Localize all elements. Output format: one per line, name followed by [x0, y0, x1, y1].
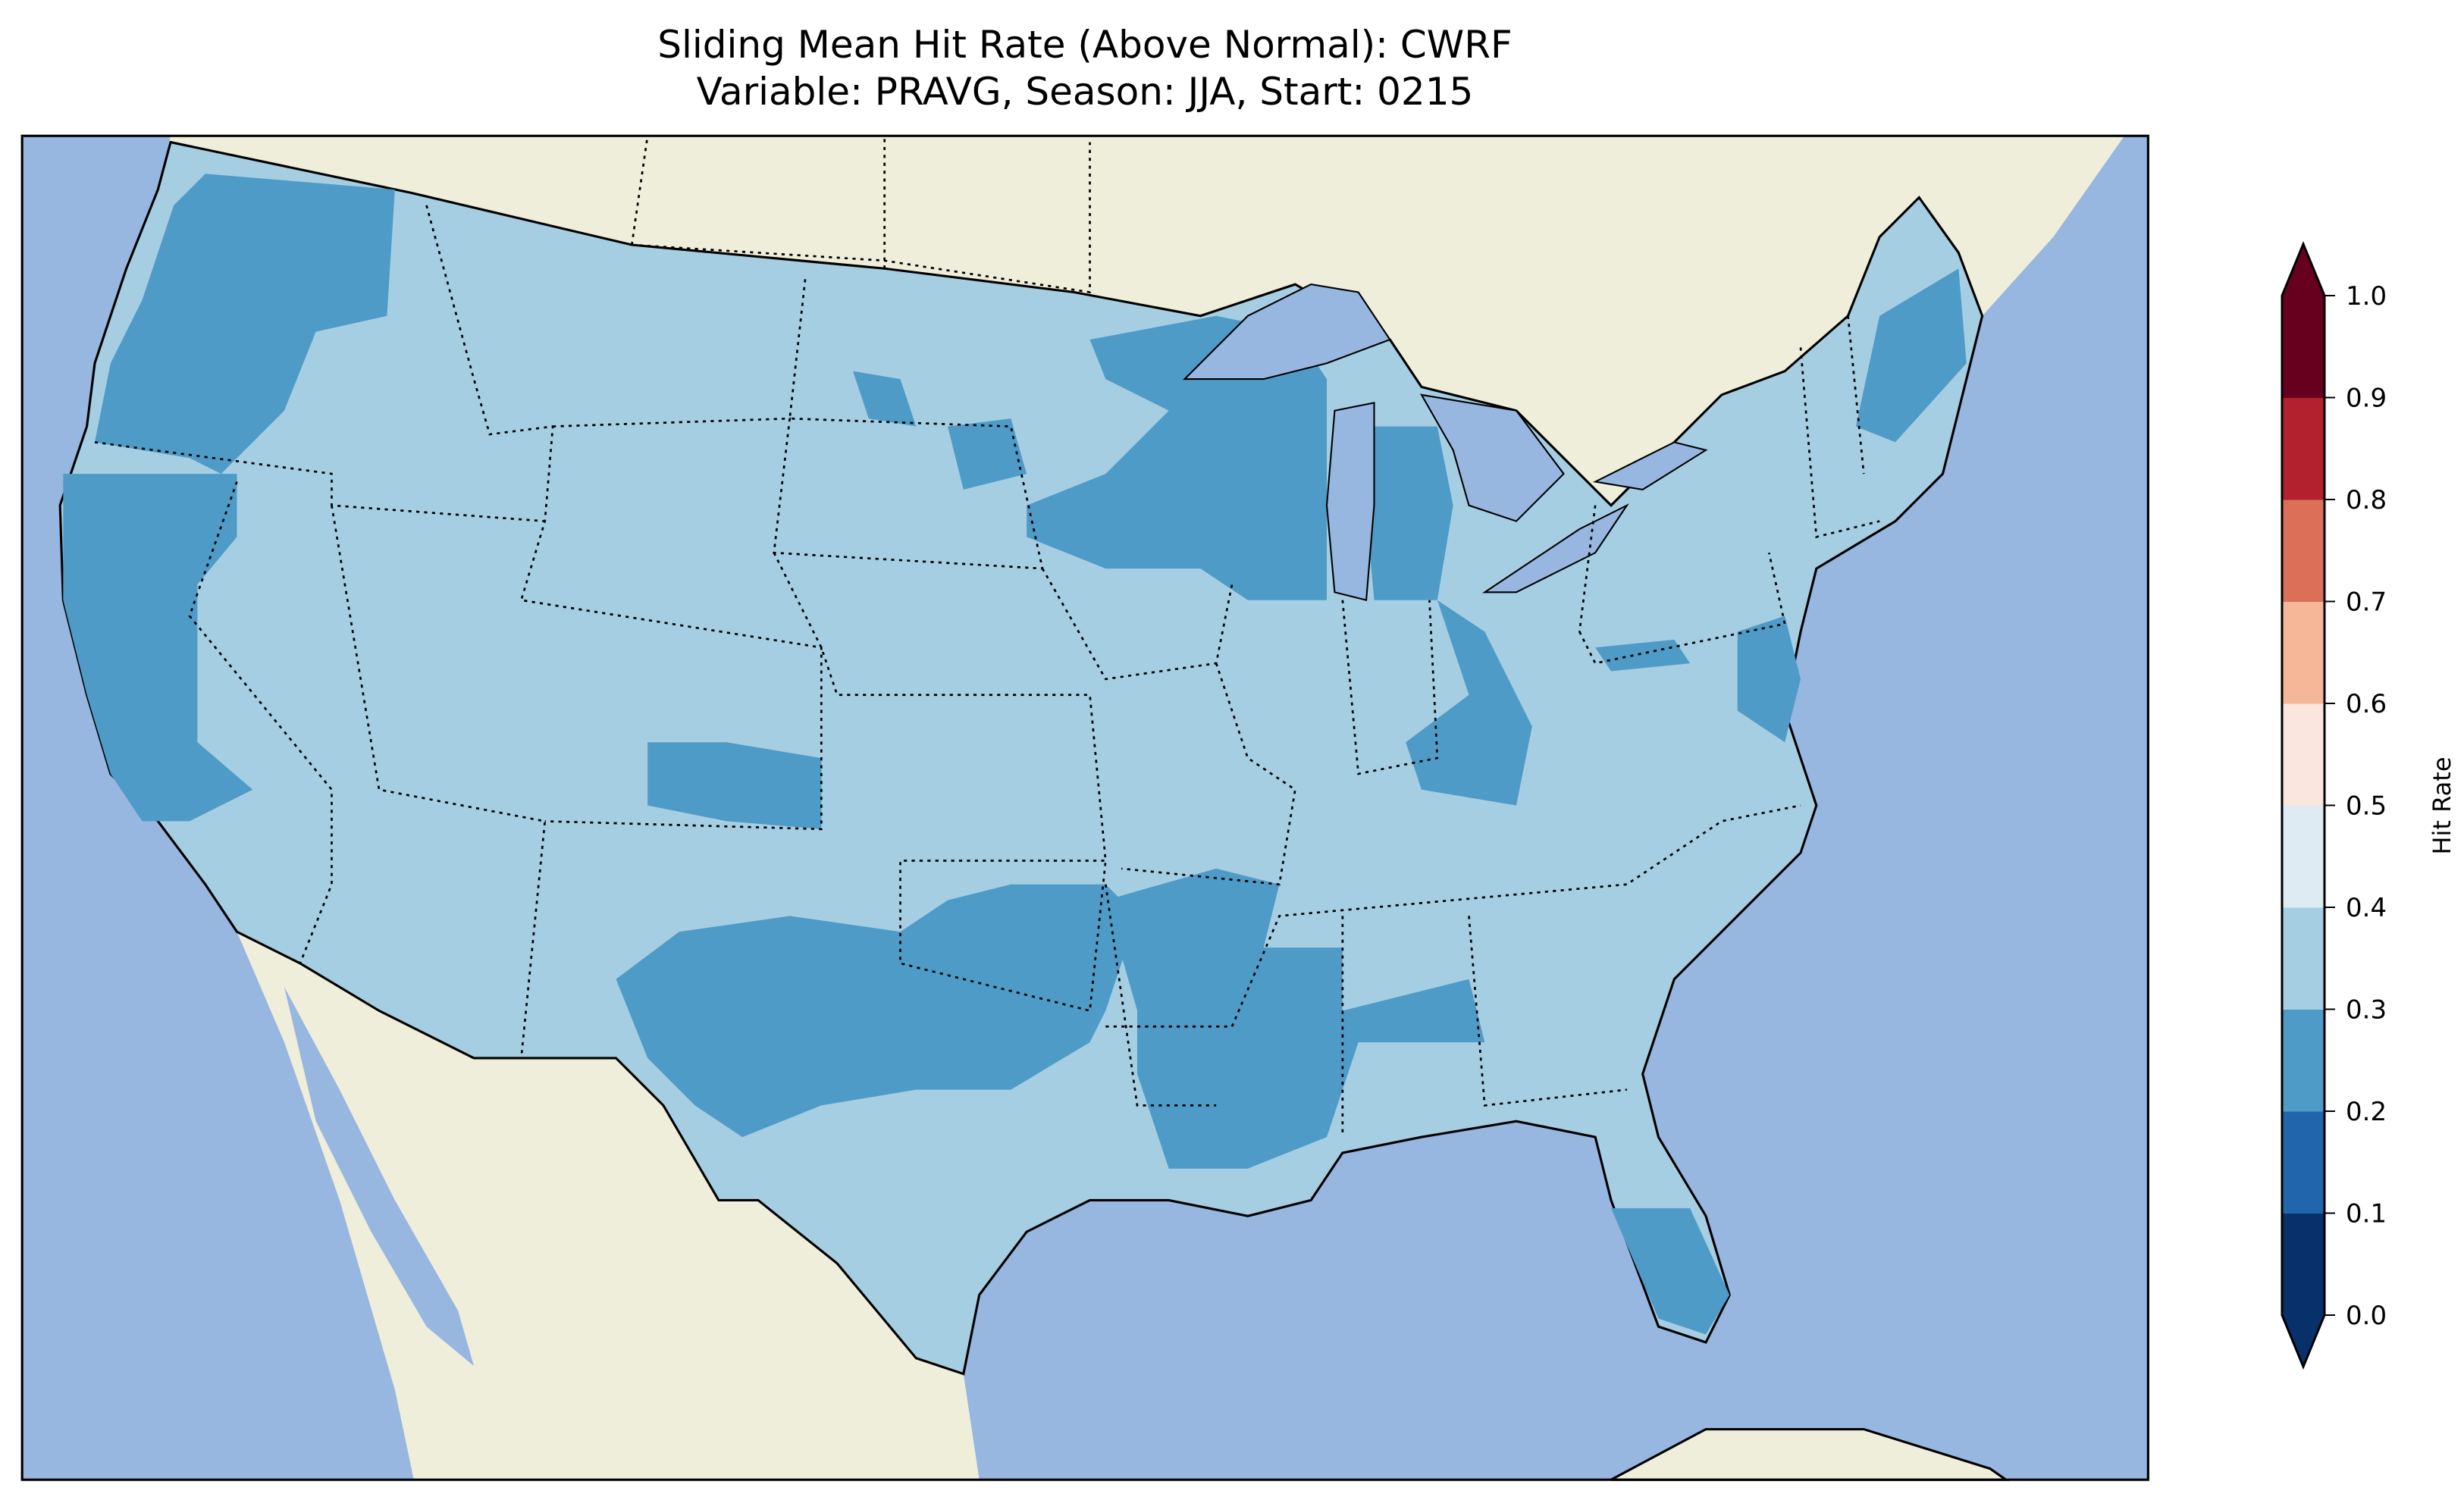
- map-frame: [20, 134, 2149, 1481]
- region-michigan: [1358, 426, 1453, 600]
- colorbar-segment: [2282, 1111, 2324, 1214]
- colorbar-extend-min: [2282, 1315, 2324, 1367]
- colorbar-segment: [2282, 296, 2324, 398]
- state-borders: [94, 136, 1880, 1138]
- region-colorado: [647, 742, 822, 829]
- colorbar-tick-label: 0.7: [2346, 587, 2387, 618]
- colorbar-segment: [2282, 1009, 2324, 1112]
- region-lower-mississippi: [1105, 868, 1485, 1169]
- colorbar-extend-max: [2282, 244, 2324, 296]
- colorbar-segment: [2282, 703, 2324, 806]
- region-florida: [1611, 1207, 1730, 1335]
- colorbar-tick-label: 0.0: [2346, 1301, 2387, 1331]
- region-pacific-northwest: [95, 174, 395, 475]
- lake-superior: [1182, 283, 1391, 381]
- low-hit-rate-regions: [63, 174, 1967, 1335]
- colorbar-tick-label: 0.1: [2346, 1199, 2387, 1229]
- colorbar-label: Hit Rate: [2428, 756, 2456, 854]
- colorbar-segment: [2282, 907, 2324, 1010]
- colorbar-segments: [2281, 241, 2326, 1370]
- region-maine: [1855, 268, 1967, 443]
- colorbar-segment: [2282, 805, 2324, 908]
- title-line-2: Variable: PRAVG, Season: JJA, Start: 021…: [696, 70, 1474, 114]
- lake-erie: [1481, 503, 1629, 594]
- colorbar-ticks: 0.0 0.1 0.2 0.3 0.4 0.5 0.6 0.7 0.8 0.9 1.0: [2324, 281, 2387, 1331]
- colorbar-tick-label: 0.5: [2346, 791, 2387, 822]
- colorbar-tick-label: 0.9: [2346, 384, 2387, 414]
- colorbar-tick-label: 0.3: [2346, 995, 2387, 1026]
- lake-huron: [1420, 393, 1565, 522]
- region-upper-midwest: [1027, 315, 1327, 600]
- great-lakes: [1182, 283, 1708, 602]
- region-south-dakota: [948, 418, 1027, 490]
- region-california: [63, 474, 253, 822]
- colorbar-segment: [2282, 1213, 2324, 1316]
- region-mid-atlantic: [1737, 615, 1801, 743]
- colorbar-segment: [2282, 500, 2324, 602]
- region-ohio-valley: [1406, 600, 1532, 806]
- gulf-of-california: [284, 987, 474, 1367]
- region-southern-plains: [616, 884, 1137, 1138]
- chart-title: Sliding Mean Hit Rate (Above Normal): CW…: [22, 21, 2148, 115]
- colorbar-segment: [2282, 601, 2324, 704]
- lake-michigan: [1325, 402, 1375, 602]
- colorbar-tick-label: 1.0: [2346, 281, 2387, 312]
- pacific-ocean: [22, 136, 414, 1480]
- region-pennsylvania: [1595, 639, 1691, 672]
- colorbar-tick-label: 0.4: [2346, 893, 2387, 923]
- colorbar-segment: [2282, 397, 2324, 500]
- title-line-1: Sliding Mean Hit Rate (Above Normal): CW…: [657, 23, 1513, 67]
- colorbar-tick-label: 0.2: [2346, 1097, 2387, 1127]
- region-north-dakota: [853, 371, 917, 427]
- colorbar-tick-label: 0.8: [2346, 485, 2387, 515]
- atlantic-and-gulf: [963, 136, 2149, 1480]
- lake-ontario: [1592, 441, 1708, 491]
- colorbar-tick-label: 0.6: [2346, 689, 2387, 719]
